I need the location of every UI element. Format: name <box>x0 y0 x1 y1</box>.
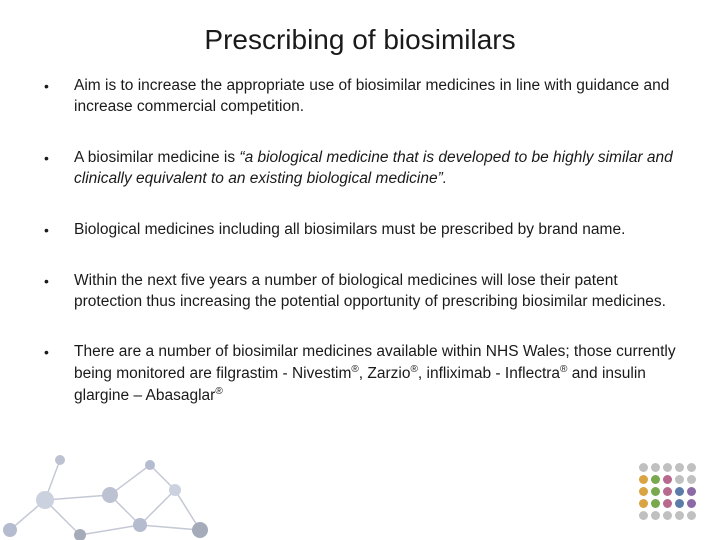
bullet-text: Biological medicines including all biosi… <box>74 220 676 241</box>
bullet-list: •Aim is to increase the appropriate use … <box>44 76 676 408</box>
list-item: •Aim is to increase the appropriate use … <box>44 76 676 118</box>
bullet-text: A biosimilar medicine is “a biological m… <box>74 148 676 190</box>
bullet-marker: • <box>44 76 74 118</box>
list-item: •Biological medicines including all bios… <box>44 220 676 241</box>
bullet-marker: • <box>44 271 74 313</box>
bullet-marker: • <box>44 342 74 407</box>
bullet-text: Aim is to increase the appropriate use o… <box>74 76 676 118</box>
slide: Prescribing of biosimilars •Aim is to in… <box>0 0 720 540</box>
bullet-text: There are a number of biosimilar medicin… <box>74 342 676 407</box>
molecule-decoration <box>0 440 230 540</box>
bullet-marker: • <box>44 220 74 241</box>
dot-grid-decoration <box>639 463 696 520</box>
bullet-marker: • <box>44 148 74 190</box>
list-item: •Within the next five years a number of … <box>44 271 676 313</box>
page-title: Prescribing of biosimilars <box>44 24 676 56</box>
list-item: •A biosimilar medicine is “a biological … <box>44 148 676 190</box>
bullet-text: Within the next five years a number of b… <box>74 271 676 313</box>
list-item: •There are a number of biosimilar medici… <box>44 342 676 407</box>
